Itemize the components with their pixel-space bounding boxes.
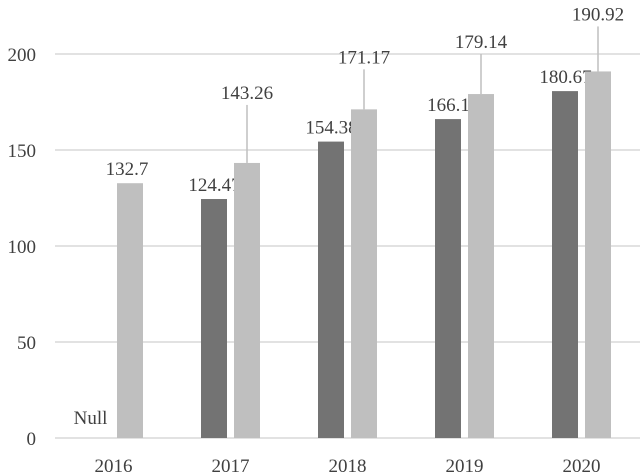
x-tick-label: 2018 bbox=[329, 456, 367, 476]
x-tick-label: 2016 bbox=[95, 456, 133, 476]
data-label: 124.47 bbox=[188, 175, 240, 196]
bar-dark bbox=[552, 91, 578, 439]
data-label: 171.17 bbox=[338, 47, 390, 68]
x-tick-label: 2017 bbox=[212, 456, 250, 476]
x-tick-label: 2020 bbox=[563, 456, 601, 476]
bar-light bbox=[117, 183, 143, 438]
y-tick-label: 150 bbox=[8, 141, 37, 162]
data-label: 132.7 bbox=[106, 159, 149, 180]
data-label: 154.38 bbox=[305, 118, 357, 139]
bar-dark bbox=[201, 199, 227, 438]
y-tick-label: 200 bbox=[8, 45, 37, 66]
data-label: 143.26 bbox=[221, 83, 273, 104]
bar-dark bbox=[318, 141, 344, 438]
data-label-null: Null bbox=[74, 408, 108, 429]
data-label: 180.67 bbox=[539, 67, 591, 88]
bar-dark bbox=[435, 119, 461, 438]
bar-light bbox=[234, 162, 260, 438]
y-tick-label: 0 bbox=[27, 429, 37, 450]
data-label: 166.1 bbox=[427, 95, 470, 116]
bar-light bbox=[585, 71, 611, 439]
data-label: 179.14 bbox=[455, 32, 508, 53]
y-tick-label: 50 bbox=[17, 333, 36, 354]
data-label: 190.92 bbox=[572, 4, 624, 25]
y-tick-label: 100 bbox=[8, 237, 37, 258]
bar-light bbox=[468, 94, 494, 438]
bar-light bbox=[351, 109, 377, 438]
x-tick-label: 2019 bbox=[446, 456, 484, 476]
